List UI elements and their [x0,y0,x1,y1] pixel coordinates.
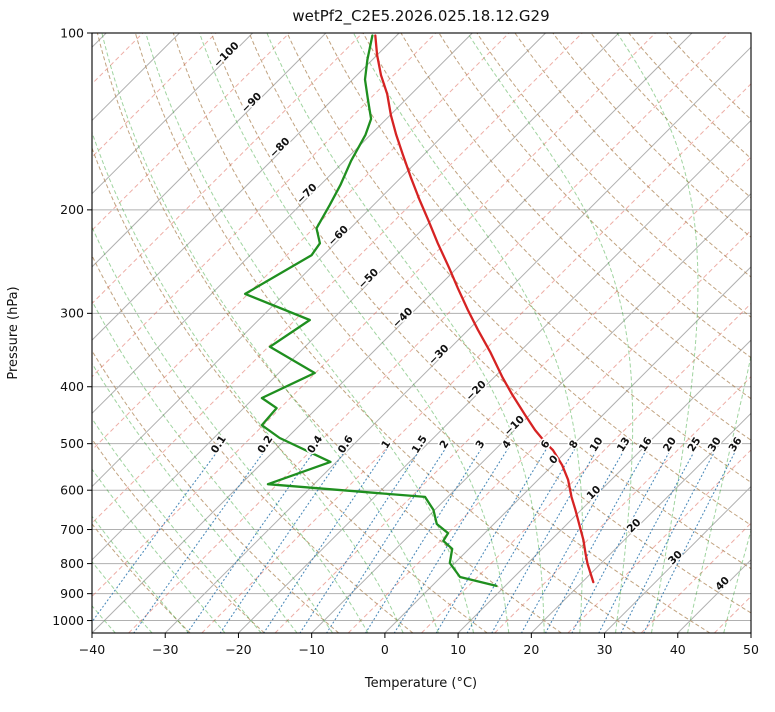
y-tick-label: 400 [60,379,84,394]
y-tick-label: 700 [60,522,84,537]
y-tick-label: 600 [60,483,84,498]
y-axis-label: Pressure (hPa) [6,286,21,379]
y-tick-label: 800 [60,556,84,571]
x-tick-label: 40 [670,642,686,657]
y-tick-label: 500 [60,436,84,451]
y-tick-label: 100 [60,25,84,40]
x-tick-label: 20 [523,642,539,657]
y-tick-label: 300 [60,306,84,321]
y-tick-label: 900 [60,586,84,601]
x-axis-label: Temperature (°C) [364,676,477,691]
x-tick-label: 30 [597,642,613,657]
y-tick-label: 1000 [52,613,84,628]
y-tick-label: 200 [60,202,84,217]
x-tick-label: 50 [743,642,759,657]
plot-background [92,33,751,633]
isotherm-line [751,33,775,633]
x-tick-label: 0 [381,642,389,657]
chart-title: wetPf2_C2E5.2026.025.18.12.G29 [292,7,549,26]
x-tick-label: −30 [152,642,178,657]
x-tick-label: −40 [79,642,105,657]
x-tick-label: −20 [225,642,251,657]
x-tick-label: −10 [298,642,324,657]
moist-adiabat-line [760,33,775,633]
x-tick-label: 10 [450,642,466,657]
